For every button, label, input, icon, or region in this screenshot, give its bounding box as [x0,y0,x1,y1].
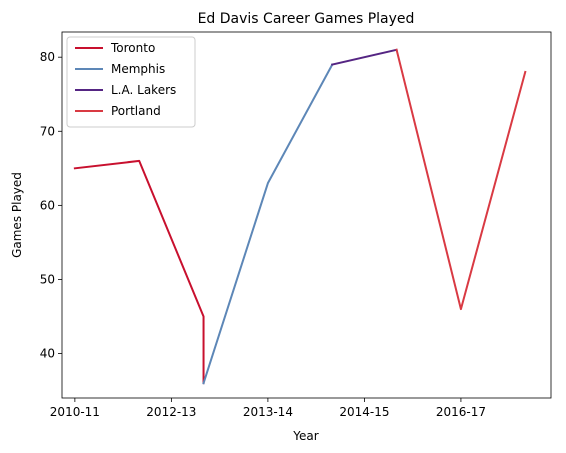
legend-label: Memphis [111,62,165,76]
legend-label: Portland [111,104,161,118]
x-tick-label: 2014-15 [339,405,389,419]
chart-title: Ed Davis Career Games Played [198,11,415,27]
y-tick-label: 80 [40,50,55,64]
y-tick-label: 60 [40,198,55,212]
x-axis: 2010-11 2012-13 2013-14 2014-15 2016-17 [50,398,486,419]
x-axis-label: Year [292,429,318,443]
x-tick-label: 2016-17 [436,405,486,419]
y-tick-label: 40 [40,347,55,361]
legend-label: Toronto [110,41,155,55]
series-line-memphis [202,63,334,385]
y-axis: 40 50 60 70 80 [40,50,62,361]
series-line-toronto [73,159,205,385]
y-tick-label: 70 [40,124,55,138]
x-tick-label: 2010-11 [50,405,100,419]
legend-box [66,36,196,128]
series-line-portland [395,48,527,311]
x-tick-label: 2012-13 [146,405,196,419]
y-tick-label: 50 [40,272,55,286]
plot-frame [61,31,552,399]
series-line-l-a-lakers [331,48,398,66]
y-axis-label: Games Played [10,172,24,258]
legend-label: L.A. Lakers [111,83,176,97]
x-tick-label: 2013-14 [243,405,293,419]
plot-lines [73,48,527,385]
legend: Toronto Memphis L.A. Lakers Portland [66,36,196,128]
